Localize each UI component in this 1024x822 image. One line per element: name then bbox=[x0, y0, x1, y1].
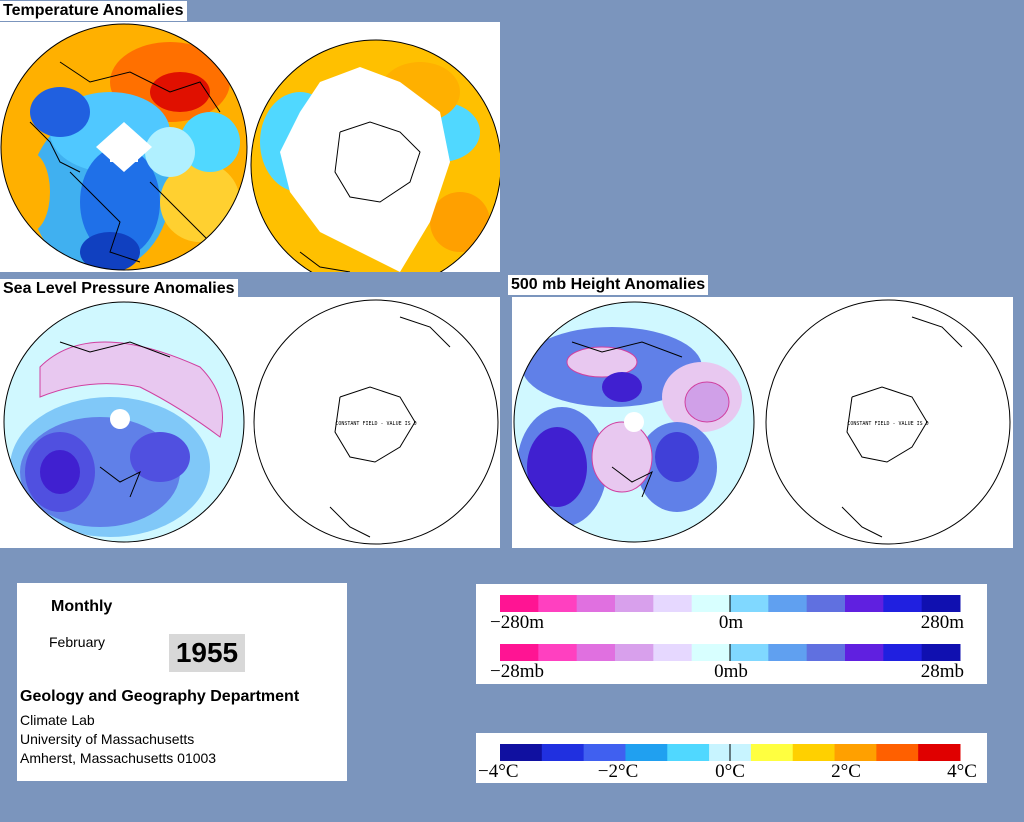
slp-maps: CONSTANT FIELD - VALUE IS 0 bbox=[3, 299, 499, 545]
height-constant-field-note: CONSTANT FIELD - VALUE IS 0 bbox=[847, 421, 928, 427]
height-swatch-6 bbox=[730, 595, 769, 612]
temp-label-2: 2°C bbox=[831, 761, 861, 782]
info-box: Monthly February 1955 Geology and Geogra… bbox=[17, 583, 347, 781]
height500-maps-panel: CONSTANT FIELD - VALUE IS 0 bbox=[512, 297, 1013, 548]
height-swatch-3 bbox=[615, 595, 654, 612]
temperature-swatch-9 bbox=[876, 744, 919, 761]
pressure-swatch-2 bbox=[576, 644, 616, 661]
height-colorbar bbox=[500, 595, 961, 612]
temperature-colorbar-svg: −4°C −2°C 0°C 2°C 4°C bbox=[478, 744, 977, 782]
slp-maps-panel: CONSTANT FIELD - VALUE IS 0 bbox=[0, 297, 500, 548]
nh-height500-map bbox=[514, 302, 754, 542]
height-swatch-5 bbox=[691, 595, 731, 612]
temperature-swatch-0 bbox=[500, 744, 543, 761]
height-pressure-colorbars: −280m 0m 280m −28mb 0mb 28mb bbox=[490, 595, 965, 682]
height500-anomalies-title: 500 mb Height Anomalies bbox=[508, 275, 709, 295]
pressure-label-max: 28mb bbox=[921, 661, 964, 682]
lab-label: Climate Lab bbox=[20, 712, 95, 728]
temperature-swatch-4 bbox=[667, 744, 710, 761]
pressure-colorbar bbox=[500, 644, 961, 661]
pressure-swatch-0 bbox=[500, 644, 539, 661]
pressure-swatch-9 bbox=[845, 644, 884, 661]
sh-temperature-map bbox=[251, 40, 500, 272]
period-label: Monthly bbox=[51, 598, 113, 615]
height-label-max: 280m bbox=[921, 612, 965, 633]
university-label: University of Massachusetts bbox=[20, 731, 195, 747]
temperature-colorbar bbox=[500, 744, 961, 761]
temperature-swatch-1 bbox=[541, 744, 585, 761]
department-label: Geology and Geography Department bbox=[20, 688, 300, 705]
temperature-swatch-8 bbox=[834, 744, 877, 761]
slp-constant-field-note: CONSTANT FIELD - VALUE IS 0 bbox=[335, 421, 416, 427]
pressure-swatch-4 bbox=[653, 644, 693, 661]
height-pressure-legend: −280m 0m 280m −28mb 0mb 28mb bbox=[476, 584, 987, 684]
height-swatch-1 bbox=[538, 595, 578, 612]
temp-label-neg4: −4°C bbox=[478, 761, 519, 782]
pressure-label-min: −28mb bbox=[490, 661, 544, 682]
temperature-maps-panel bbox=[0, 22, 500, 272]
temperature-swatch-3 bbox=[625, 744, 668, 761]
height-swatch-8 bbox=[806, 595, 846, 612]
temperature-anomalies-title: Temperature Anomalies bbox=[0, 1, 187, 21]
pressure-swatch-7 bbox=[768, 644, 808, 661]
pressure-swatch-5 bbox=[691, 644, 731, 661]
height-swatch-11 bbox=[921, 595, 961, 612]
pressure-label-zero: 0mb bbox=[714, 661, 748, 682]
temperature-swatch-6 bbox=[750, 744, 794, 761]
address-label: Amherst, Massachusetts 01003 bbox=[20, 750, 217, 766]
nh-temperature-map bbox=[1, 24, 247, 270]
height-label-zero: 0m bbox=[719, 612, 744, 633]
month-label: February bbox=[49, 634, 106, 650]
height-swatch-9 bbox=[845, 595, 884, 612]
height-swatch-2 bbox=[576, 595, 616, 612]
pressure-swatch-11 bbox=[921, 644, 961, 661]
pressure-swatch-1 bbox=[538, 644, 578, 661]
temperature-swatch-2 bbox=[583, 744, 626, 761]
temp-label-0: 0°C bbox=[715, 761, 745, 782]
temp-label-4: 4°C bbox=[947, 761, 977, 782]
nh-slp-map bbox=[4, 302, 244, 542]
pressure-swatch-3 bbox=[615, 644, 654, 661]
slp-anomalies-title: Sea Level Pressure Anomalies bbox=[0, 279, 238, 299]
temperature-maps bbox=[0, 23, 500, 272]
pressure-swatch-8 bbox=[806, 644, 846, 661]
temperature-swatch-7 bbox=[792, 744, 836, 761]
height-swatch-7 bbox=[768, 595, 808, 612]
pressure-swatch-10 bbox=[883, 644, 923, 661]
height500-maps: CONSTANT FIELD - VALUE IS 0 bbox=[513, 299, 1011, 545]
temperature-legend: −4°C −2°C 0°C 2°C 4°C bbox=[476, 733, 987, 783]
pressure-swatch-6 bbox=[730, 644, 769, 661]
height-swatch-4 bbox=[653, 595, 693, 612]
temperature-swatch-10 bbox=[918, 744, 961, 761]
height-swatch-0 bbox=[500, 595, 539, 612]
height-swatch-10 bbox=[883, 595, 923, 612]
temp-label-neg2: −2°C bbox=[598, 761, 639, 782]
year-label: 1955 bbox=[169, 634, 245, 672]
height-label-min: −280m bbox=[490, 612, 544, 633]
